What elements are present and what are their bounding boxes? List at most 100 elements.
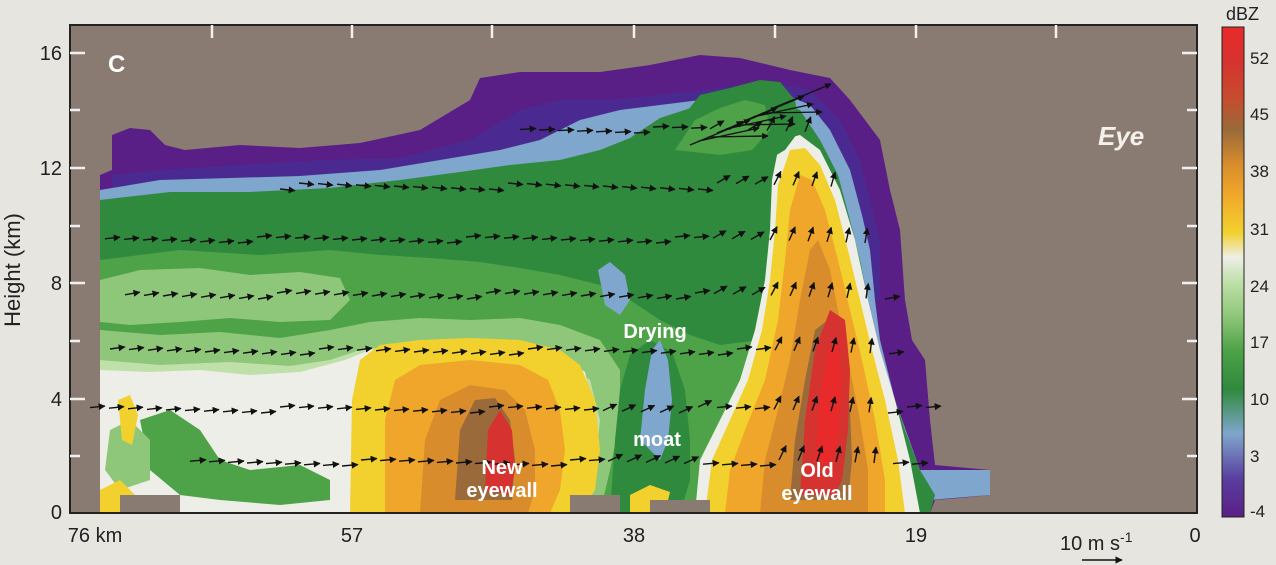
wind-vector	[637, 292, 654, 300]
wind-vector	[474, 459, 492, 467]
wind-vector	[223, 347, 240, 355]
wind-vector	[375, 346, 392, 354]
wind-vector	[761, 108, 823, 116]
wind-vector	[641, 347, 658, 355]
wind-vector	[660, 348, 677, 356]
wind-vector	[89, 403, 106, 411]
wind-vector	[583, 405, 600, 413]
wind-vector	[911, 459, 929, 467]
wind-vector	[298, 180, 315, 188]
wind-vector	[332, 235, 349, 242]
wind-vector	[693, 233, 710, 241]
wind-vector	[313, 234, 330, 242]
annotation-old-eyewall-line2: eyewall	[781, 483, 852, 505]
colorbar-tick-label: 52	[1250, 49, 1269, 68]
wind-vector	[470, 349, 487, 357]
svg-text:10 m s-1: 10 m s-1	[1060, 529, 1133, 555]
colorbar-scale	[1221, 26, 1245, 518]
wind-vector	[370, 236, 387, 244]
wind-vector	[887, 408, 904, 416]
wind-vector	[522, 234, 539, 242]
wind-vector	[428, 292, 445, 300]
wind-vector	[531, 461, 549, 469]
wind-vector	[792, 395, 800, 411]
x-tick-label: 57	[341, 525, 363, 547]
wind-vector	[512, 460, 530, 468]
y-tick-label: 0	[51, 502, 62, 524]
wind-vector	[751, 286, 766, 296]
wind-vector	[849, 337, 857, 353]
wind-vector	[389, 236, 406, 244]
wind-vector	[789, 281, 797, 297]
wind-vector	[792, 170, 800, 186]
wind-vector	[465, 232, 482, 240]
wind-vector	[545, 404, 562, 412]
wind-vector	[162, 291, 179, 298]
ground-patch-4	[650, 500, 710, 513]
wind-vector	[466, 294, 483, 301]
wind-vector	[317, 181, 334, 188]
wind-vector	[778, 445, 787, 461]
wind-vector	[412, 184, 429, 191]
wind-vector	[450, 408, 467, 415]
wind-vector	[284, 459, 302, 467]
y-tick-labels: 0 4 8 12 16	[40, 43, 62, 524]
wind-vector	[488, 402, 505, 410]
colorbar-tick-label: 31	[1250, 220, 1269, 239]
wind-vector	[417, 457, 435, 465]
wind-vector	[827, 282, 834, 298]
wind-vector	[564, 405, 581, 412]
wind-vector	[892, 459, 910, 467]
wind-vector	[181, 291, 198, 299]
wind-vector	[314, 289, 331, 297]
wind-vector	[797, 445, 805, 461]
wind-vector	[659, 405, 675, 414]
wind-vector	[560, 235, 577, 243]
wind-vector	[398, 456, 416, 464]
wind-vector	[123, 235, 140, 242]
wind-vector	[238, 293, 255, 301]
wind-vector	[580, 291, 597, 298]
wind-vector	[450, 185, 467, 193]
wind-vector	[108, 403, 125, 411]
wind-vector	[166, 346, 183, 354]
x-tick-label: 38	[623, 525, 645, 547]
wind-vector	[374, 182, 391, 190]
wind-vector	[322, 461, 340, 469]
wind-vector	[770, 281, 779, 296]
wind-vector	[526, 403, 543, 411]
wind-vector	[811, 171, 819, 187]
wind-vector	[588, 456, 606, 464]
wind-vector	[565, 345, 582, 353]
wind-vector	[793, 336, 801, 352]
wind-vector	[337, 344, 354, 352]
wind-vector	[128, 344, 145, 352]
wind-vector	[184, 406, 201, 414]
wind-vector	[595, 127, 613, 135]
wind-vector	[279, 186, 296, 194]
wind-vector	[830, 396, 837, 412]
wind-vector	[455, 458, 473, 466]
wind-vector	[735, 403, 752, 411]
wind-vector	[678, 185, 695, 193]
wind-vector	[645, 455, 662, 464]
wind-vector	[773, 395, 782, 410]
wind-vector	[607, 453, 624, 462]
wind-vector	[804, 116, 812, 133]
wind-vector	[356, 345, 373, 353]
wind-vector	[725, 114, 787, 130]
colorbar-tick-label: 24	[1250, 277, 1269, 296]
wind-vector	[527, 344, 544, 352]
wind-vector	[336, 404, 353, 412]
wind-vector	[256, 232, 273, 240]
wind-vector	[618, 292, 635, 300]
wind-vector	[835, 445, 842, 462]
colorbar: dBZ -4 3 10 17 24 31 38 45 52	[1221, 4, 1269, 521]
annotation-new-eyewall-line2: eyewall	[466, 480, 537, 502]
wind-vector	[432, 347, 449, 355]
wind-vector	[246, 458, 264, 466]
wind-vector	[770, 83, 832, 110]
wind-vector	[542, 289, 559, 297]
vector-scale: 10 m s-1	[1060, 529, 1133, 564]
